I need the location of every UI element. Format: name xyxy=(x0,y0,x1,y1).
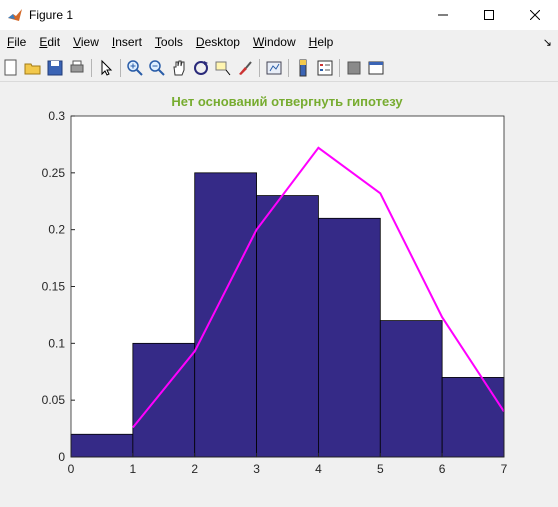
hide-plot-tools-button[interactable] xyxy=(343,57,365,79)
edit-plot-button[interactable] xyxy=(95,57,117,79)
hide-plot-tools-icon xyxy=(347,61,361,75)
x-tick-label: 7 xyxy=(501,462,508,476)
save-button[interactable] xyxy=(44,57,66,79)
window-title: Figure 1 xyxy=(29,8,74,22)
figure-area: 0 1 2 3 4 5 6 7 0 0.05 0.1 0.15 0.2 0.25 0.3 Нет осно… xyxy=(0,82,558,502)
menu-view[interactable]: View xyxy=(66,35,105,49)
pan-button[interactable] xyxy=(168,57,190,79)
minimize-button[interactable] xyxy=(420,0,466,30)
title-bar: Figure 1 xyxy=(0,0,558,30)
menu-mnemonic: W xyxy=(252,35,265,49)
y-tick-label: 0 xyxy=(58,450,65,464)
legend-icon xyxy=(317,60,333,76)
histogram-bar-6 xyxy=(379,320,443,458)
open-file-icon xyxy=(24,63,41,75)
brush-icon xyxy=(239,61,252,75)
histogram-bar-4 xyxy=(256,195,319,458)
print-button[interactable] xyxy=(66,57,88,79)
chart-title: Нет оснований отвергнуть гипотезу xyxy=(171,94,403,109)
x-tick-label: 4 xyxy=(315,462,322,476)
distribution-line xyxy=(132,146,505,429)
data-cursor-icon xyxy=(215,61,231,76)
histogram-bar-3 xyxy=(194,172,257,458)
legend-button[interactable] xyxy=(314,57,336,79)
zoom-out-icon xyxy=(149,60,165,76)
pan-icon xyxy=(173,60,185,76)
toolbar-separator xyxy=(259,59,260,77)
y-tick-label: 0.3 xyxy=(48,109,65,123)
zoom-in-button[interactable] xyxy=(124,57,146,79)
zoom-in-icon xyxy=(127,60,143,76)
menu-label-rest: ile xyxy=(14,35,27,49)
x-tick-label: 6 xyxy=(439,462,446,476)
menu-label-rest: elp xyxy=(317,35,334,49)
close-icon xyxy=(530,10,540,20)
menu-bar: File Edit View Insert Tools Desktop Window Help xyxy=(0,30,558,54)
menu-label-rest: ools xyxy=(160,35,183,49)
y-tick-label: 0.05 xyxy=(42,393,66,407)
histogram-chart: 0 1 2 3 4 5 6 7 0 0.05 0.1 0.15 0.2 0.25 0.3 Нет осно… xyxy=(42,94,508,476)
histogram-bar-1 xyxy=(70,433,134,458)
menu-mnemonic: T xyxy=(154,35,161,49)
toolbar-separator xyxy=(288,59,289,77)
menu-label-rest: indow xyxy=(264,35,296,49)
minimize-icon xyxy=(438,14,448,16)
menu-label-rest: iew xyxy=(80,35,99,49)
x-tick-label: 3 xyxy=(253,462,260,476)
menu-label-rest: nsert xyxy=(115,35,142,49)
histogram-bar-7 xyxy=(441,377,505,458)
new-figure-button[interactable] xyxy=(0,57,22,79)
figure-toolbar xyxy=(0,55,558,82)
menu-mnemonic: I xyxy=(111,35,116,49)
show-plot-tools-button[interactable] xyxy=(365,57,387,79)
rotate-3d-button[interactable] xyxy=(190,57,212,79)
link-plot-icon xyxy=(266,61,282,75)
colorbar-icon xyxy=(299,59,307,77)
maximize-button[interactable] xyxy=(466,0,512,30)
menu-help[interactable]: Help xyxy=(302,35,340,49)
edit-plot-icon xyxy=(101,59,113,76)
rotate-3d-icon xyxy=(194,61,208,75)
y-tick-label: 0.15 xyxy=(42,280,66,294)
menu-tools[interactable]: Tools xyxy=(148,35,189,49)
show-plot-tools-icon xyxy=(368,61,384,75)
x-tick-label: 1 xyxy=(130,462,137,476)
new-figure-icon xyxy=(4,59,17,76)
print-icon xyxy=(70,60,84,73)
y-tick-label: 0.25 xyxy=(42,166,66,180)
menu-label-rest: dit xyxy=(47,35,61,49)
toolbar-separator xyxy=(120,59,121,77)
x-tick-label: 5 xyxy=(377,462,384,476)
y-tick-label: 0.1 xyxy=(48,336,65,350)
brush-button[interactable] xyxy=(234,57,256,79)
x-tick-label: 0 xyxy=(68,462,75,476)
open-file-button[interactable] xyxy=(22,57,44,79)
menu-mnemonic: V xyxy=(73,35,81,49)
menu-insert[interactable]: Insert xyxy=(105,35,148,49)
menu-desktop[interactable]: Desktop xyxy=(189,35,246,49)
colorbar-button[interactable] xyxy=(292,57,314,79)
toolbar-separator xyxy=(91,59,92,77)
matlab-logo-icon xyxy=(8,9,22,21)
menu-file[interactable]: File xyxy=(0,35,32,49)
link-plot-button[interactable] xyxy=(263,57,285,79)
dock-arrow-icon[interactable]: ↘ xyxy=(542,37,552,49)
menu-mnemonic: E xyxy=(39,35,48,49)
menu-mnemonic: F xyxy=(7,35,15,49)
histogram-bar-2 xyxy=(132,342,196,458)
maximize-icon xyxy=(484,10,494,20)
menu-edit[interactable]: Edit xyxy=(32,35,66,49)
save-icon xyxy=(47,60,63,76)
menu-window[interactable]: Window xyxy=(246,35,302,49)
menu-label-rest: esktop xyxy=(204,35,240,49)
data-cursor-button[interactable] xyxy=(212,57,234,79)
histogram-bar-5 xyxy=(318,217,381,458)
zoom-out-button[interactable] xyxy=(146,57,168,79)
menu-mnemonic: D xyxy=(195,35,205,49)
toolbar-separator xyxy=(339,59,340,77)
y-tick-label: 0.2 xyxy=(48,223,65,237)
menu-mnemonic: H xyxy=(308,35,318,49)
close-button[interactable] xyxy=(512,0,558,30)
x-tick-label: 2 xyxy=(191,462,198,476)
